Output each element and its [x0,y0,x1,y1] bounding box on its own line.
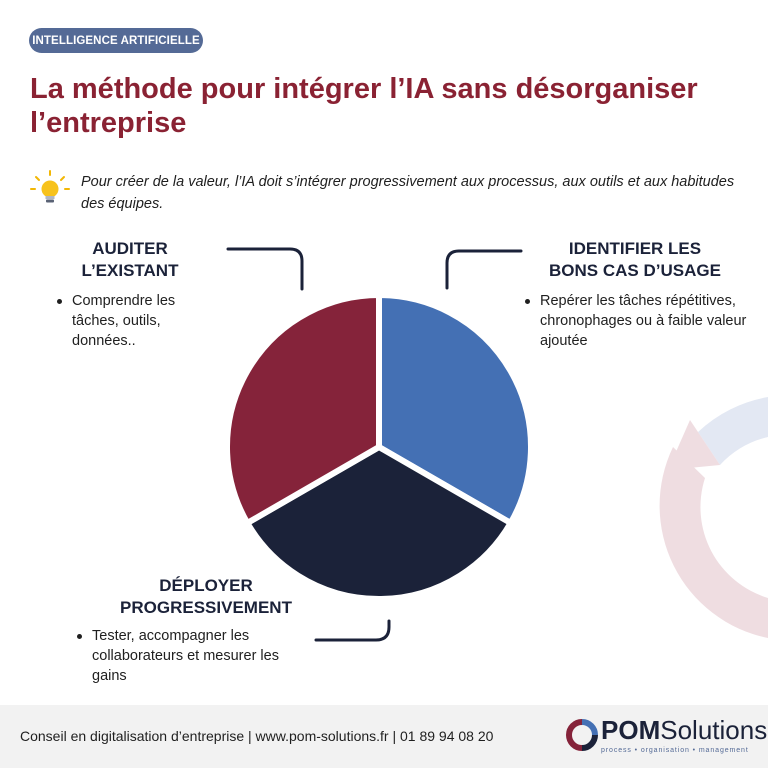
intro-text: Pour créer de la valeur, l’IA doit s’int… [81,174,735,212]
list-item: Comprendre les tâches, outils, données.. [52,291,217,351]
ring-segment-blue [698,397,768,465]
page-title: La méthode pour intégrer l’IA sans désor… [30,73,698,139]
section-auditer-title-line1: AUDITER [92,239,168,258]
section-identifier-title-line1: IDENTIFIER LES [568,239,702,258]
ring-arrow-head [668,420,720,470]
connector-auditer [226,247,304,291]
section-identifier-title-line2: BONS CAS D’USAGE [549,261,721,280]
section-auditer-title: AUDITER L’EXISTANT [60,238,200,282]
pie-slice-deployer [244,444,514,602]
list-item: Repérer les tâches répétitives, chronoph… [520,291,760,351]
section-deployer-title-line1: DÉPLOYER [159,576,253,595]
footer-bar: Conseil en digitalisation d’entreprise |… [0,705,768,768]
section-deployer-title: DÉPLOYER PROGRESSIVEMENT [100,575,312,619]
section-deployer-title-line2: PROGRESSIVEMENT [120,598,292,617]
category-badge: INTELLIGENCE ARTIFICIELLE [29,28,203,53]
section-deployer-list: Tester, accompagner les collaborateurs e… [72,626,312,686]
logo-strong: POM [601,715,661,745]
connector-identifier [445,249,523,290]
section-identifier-title: IDENTIFIER LES BONS CAS D’USAGE [530,238,740,282]
logo-tagline: process • organisation • management [601,747,749,754]
connector-deployer [314,619,391,642]
section-auditer-title-line2: L’EXISTANT [81,261,179,280]
pie-slice-auditer [224,292,382,526]
section-identifier-list: Repérer les tâches répétitives, chronoph… [520,291,760,351]
company-logo-wordmark: POMSolutions [601,715,767,746]
section-auditer-list: Comprendre les tâches, outils, données.. [52,291,217,351]
list-item: Tester, accompagner les collaborateurs e… [72,626,312,686]
logo-light: Solutions [660,715,768,745]
pom-ring-logo-icon [566,719,598,751]
lightbulb-icon [30,170,70,203]
ring-segment-red [659,447,768,638]
footer-contact-text: Conseil en digitalisation d’entreprise |… [20,728,494,744]
